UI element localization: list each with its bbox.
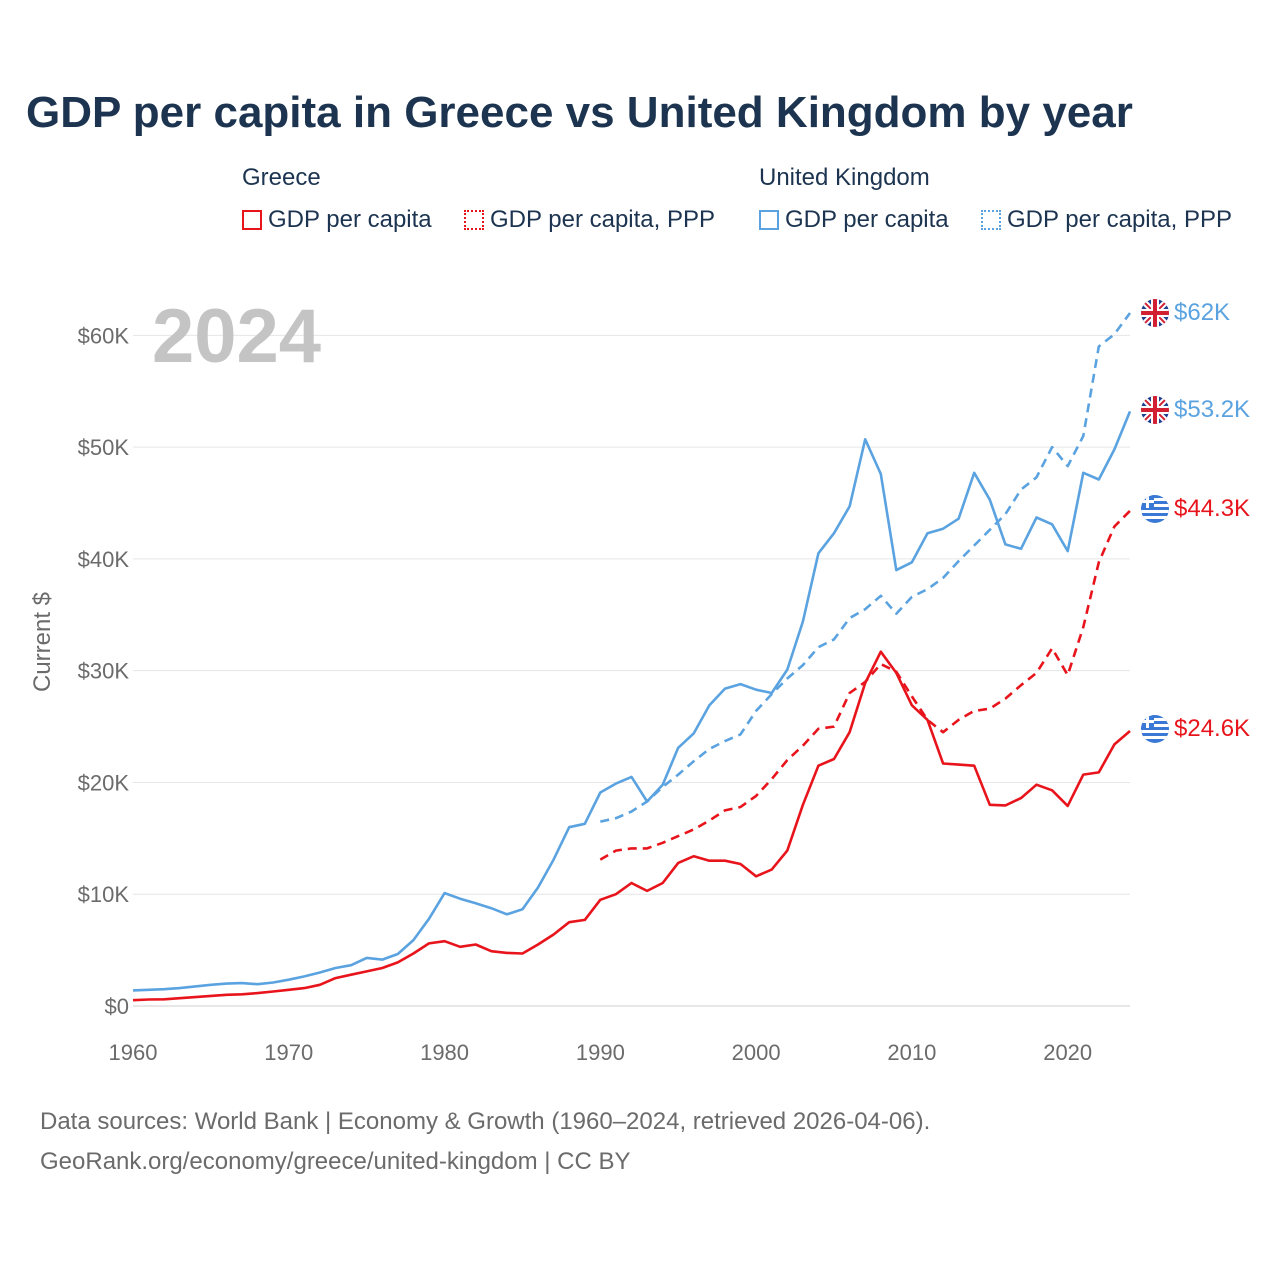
year-watermark: 2024	[152, 294, 321, 379]
y-tick-label: $50K	[78, 435, 130, 460]
y-tick-label: $30K	[78, 659, 130, 684]
series-line-greece-ppp	[599, 509, 1131, 861]
end-label-uk-gdp: $53.2K	[1174, 396, 1250, 423]
footer-sources: Data sources: World Bank | Economy & Gro…	[40, 1108, 931, 1135]
legend-swatch-dotted	[981, 210, 1001, 230]
end-label-greece-ppp: $44.3K	[1174, 495, 1250, 522]
x-tick-label: 2020	[1043, 1040, 1092, 1065]
legend-swatch-dotted	[464, 210, 484, 230]
end-label-greece-gdp: $24.6K	[1174, 715, 1250, 742]
legend-group-greece: Greece	[242, 164, 321, 191]
legend-item-uk-gdp[interactable]: GDP per capita	[759, 206, 949, 234]
greece-flag-icon	[1141, 715, 1169, 743]
legend-label: GDP per capita, PPP	[1007, 206, 1232, 233]
series	[132, 312, 1132, 1002]
axes: $0 $10K $20K $30K $40K $50K $60K 1960 1970 1980 19…	[78, 323, 1093, 1065]
footer-attribution[interactable]: GeoRank.org/economy/greece/united-kingdo…	[40, 1148, 631, 1175]
legend-label: GDP per capita	[268, 206, 432, 233]
gridlines	[133, 334, 1130, 1007]
y-tick-label: $60K	[78, 323, 130, 348]
x-tick-label: 1980	[420, 1040, 469, 1065]
x-tick-label: 1970	[264, 1040, 313, 1065]
legend-label: GDP per capita	[785, 206, 949, 233]
x-tick-label: 2010	[887, 1040, 936, 1065]
x-tick-label: 1960	[109, 1040, 158, 1065]
y-tick-label: $0	[105, 994, 129, 1019]
series-line-uk-ppp	[600, 312, 1132, 823]
y-axis-label: Current $	[29, 592, 56, 692]
y-tick-label: $10K	[78, 882, 130, 907]
legend-item-uk-gdp-ppp[interactable]: GDP per capita, PPP	[981, 206, 1232, 234]
series-line-greece-gdp	[132, 650, 1131, 1002]
legend-item-greece-gdp[interactable]: GDP per capita	[242, 206, 432, 234]
x-tick-label: 2000	[732, 1040, 781, 1065]
legend-item-greece-gdp-ppp[interactable]: GDP per capita, PPP	[464, 206, 715, 234]
x-tick-label: 1990	[576, 1040, 625, 1065]
legend-group-uk: United Kingdom	[759, 164, 930, 191]
legend-swatch-solid	[242, 210, 262, 230]
y-tick-label: $20K	[78, 770, 130, 795]
uk-flag-icon	[1141, 396, 1169, 424]
y-tick-label: $40K	[78, 547, 130, 572]
greece-flag-icon	[1141, 495, 1169, 523]
uk-flag-icon	[1141, 299, 1169, 327]
series-line-uk-gdp	[132, 410, 1132, 992]
chart-title: GDP per capita in Greece vs United Kingd…	[26, 88, 1133, 137]
legend-label: GDP per capita, PPP	[490, 206, 715, 233]
end-label-uk-ppp: $62K	[1174, 299, 1230, 326]
legend-swatch-solid	[759, 210, 779, 230]
